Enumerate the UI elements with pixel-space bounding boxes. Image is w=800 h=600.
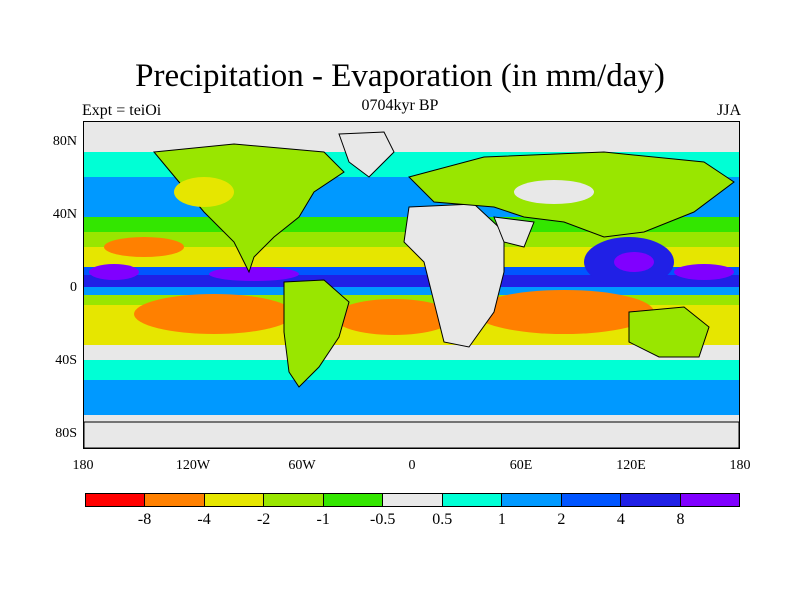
colorbar-tick-label: 4 [616,511,625,528]
lat-tick-label: 40S [55,353,77,368]
lat-tick-label: 80S [55,426,77,441]
monsoon-core [614,252,654,272]
lat-tick-label: 0 [70,280,77,295]
colorbar-tick-label: -0.5 [370,511,396,528]
lon-tick-label: 60W [288,458,316,473]
colorbar-tick-label: -2 [256,511,271,528]
australia [628,306,710,358]
itcz-edge-north [84,267,739,275]
na-interior [174,177,234,207]
midlat-south-band [84,345,739,360]
storm-south-edge [84,360,739,380]
sahara [429,217,499,247]
colorbar-swatch [204,494,265,506]
storm-track-south-band [84,380,739,415]
lon-tick-label: 60E [509,458,533,473]
colorbar-swatch [86,494,146,506]
se-pacific-evap [134,294,294,334]
lat-tick-label: 80N [52,134,77,149]
experiment-label: Expt = teiOi [82,102,162,119]
central-asia-dry [514,180,594,204]
lon-tick-label: 0 [408,458,416,473]
colorbar-tick-label: 1 [497,511,506,528]
lat-tick-label: 40N [52,207,77,222]
colorbar-swatch [680,494,739,506]
itcz-edge-south [84,287,739,295]
s-indian-evap [474,290,654,334]
colorbar [85,493,740,507]
map-panel [83,121,740,449]
colorbar-tick-label: 2 [557,511,566,528]
colorbar-tick-label: -1 [316,511,330,528]
arctic-band [84,122,739,152]
e-pacific-itcz [209,267,299,281]
w-pacific-core-2 [674,264,734,280]
season-label: JJA [716,102,741,119]
arabia [493,216,535,248]
antarctica [84,421,739,448]
colorbar-swatch [442,494,503,506]
south-america [283,279,350,388]
colorbar-tick-label: -8 [137,511,152,528]
s-atlantic-evap [334,299,454,335]
north-america [153,143,345,274]
plot-title: Precipitation - Evaporation (in mm/day) [135,58,665,94]
world-map-field [84,122,739,448]
colorbar-swatch [264,494,324,506]
colorbar-swatch [383,494,443,506]
colorbar-swatch [502,494,562,506]
lon-tick-label: 120W [175,458,211,473]
colorbar-tick-label: 8 [676,511,685,528]
colorbar-tick-label: 0.5 [432,511,453,528]
colorbar-swatch [561,494,622,506]
greenland [338,131,395,178]
plot-subtitle: 0704kyr BP [361,97,439,114]
colorbar-swatch [145,494,205,506]
colorbar-swatch [323,494,384,506]
lon-tick-label: 120E [616,458,646,473]
n-pacific-evap [104,237,184,257]
lon-tick-label: 180 [729,458,751,473]
colorbar-swatch [621,494,681,506]
colorbar-tick-label: -4 [197,511,211,528]
lon-tick-label: 180 [72,458,94,473]
w-pacific-core [89,264,139,280]
